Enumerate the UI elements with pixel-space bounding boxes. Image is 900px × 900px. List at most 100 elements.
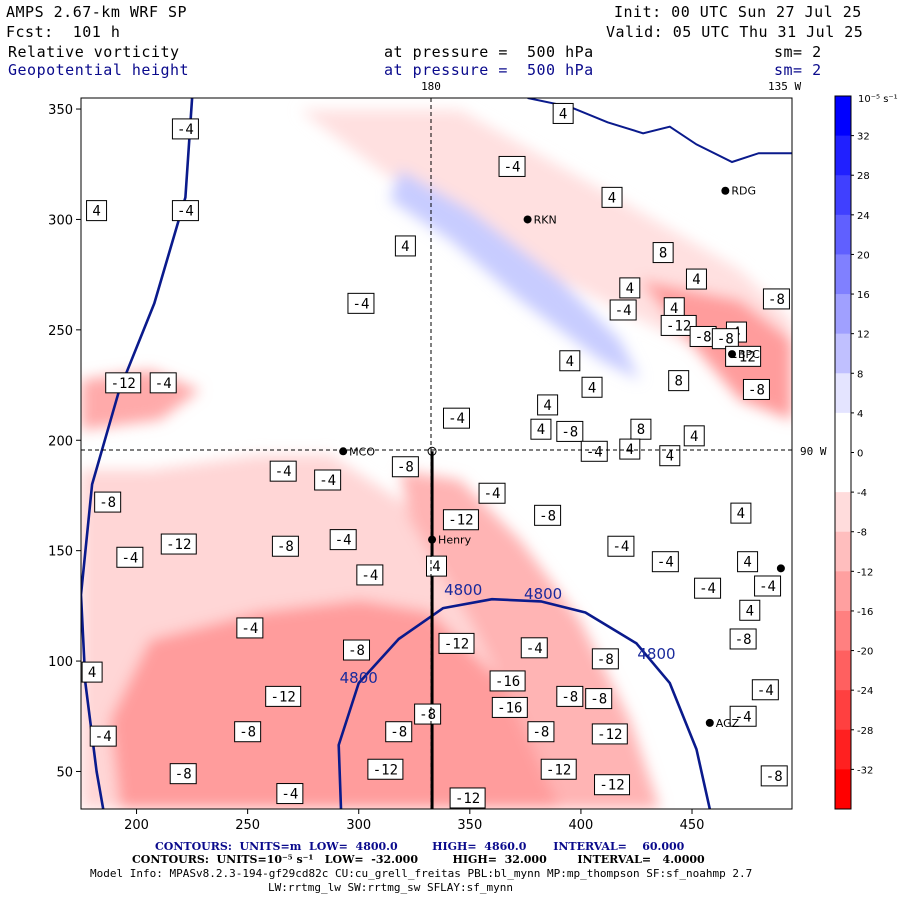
field1-level: at pressure = 500 hPa <box>384 43 594 61</box>
x-tick-label-250: 250 <box>235 818 260 833</box>
vorticity-label-41: -8 <box>277 539 294 555</box>
vorticity-label-53: 4 <box>746 603 754 619</box>
vorticity-label-box-58 <box>520 637 548 659</box>
colorbar-tick-label-14: -20 <box>857 647 873 658</box>
vorticity-label-box-24 <box>630 418 652 440</box>
vorticity-label-71: -8 <box>532 725 549 741</box>
station-marker-4 <box>523 215 532 224</box>
vorticity-label-44: -12 <box>166 537 191 553</box>
vorticity-label-box-57 <box>438 632 475 654</box>
y-tick-label-250: 250 <box>48 324 73 339</box>
colorbar-segment-4 <box>835 214 851 255</box>
vorticity-label-box-5 <box>347 292 375 314</box>
vorticity-label-24: 8 <box>637 422 645 438</box>
vorticity-label-box-52 <box>737 551 759 573</box>
vorticity-label-box-25 <box>659 445 681 467</box>
vorticity-label-box-19 <box>668 370 690 392</box>
colorbar-tick-label-4: 20 <box>857 250 870 261</box>
colorbar-segment-13 <box>835 571 851 612</box>
vorticity-label-box-72 <box>591 723 628 745</box>
height-contour-2 <box>337 597 712 809</box>
colorbar-segment-3 <box>835 175 851 216</box>
field1-name: Relative vorticity <box>8 43 180 61</box>
vorticity-label-2: 4 <box>92 204 100 220</box>
station-marker-7 <box>776 564 785 573</box>
model-info-physics: LW:rrtmg_lw SW:rrtmg_sw SFLAY:sf_mynn <box>268 881 514 894</box>
vorticity-label-33: -4 <box>586 444 603 460</box>
vorticity-label-57: -12 <box>444 636 469 652</box>
vorticity-label-box-76 <box>367 758 404 780</box>
colorbar-segment-11 <box>835 492 851 533</box>
vorticity-label-7: -4 <box>155 376 172 392</box>
meridian-label: 180 <box>421 80 441 93</box>
coastline <box>527 98 792 164</box>
colorbar-segment-14 <box>835 610 851 652</box>
vorticity-label-box-71 <box>527 721 555 743</box>
colorbar-segment-7 <box>835 333 851 374</box>
colorbar-tick-label-5: 16 <box>857 290 870 301</box>
vorticity-label-box-3 <box>171 200 199 222</box>
vorticity-label-48: -4 <box>612 539 629 555</box>
station-marker-5 <box>728 350 737 359</box>
colorbar-tick-label-11: -8 <box>857 528 867 539</box>
height-contour-label-3: 4800 <box>637 645 675 663</box>
vorticity-label-25: 4 <box>666 449 674 465</box>
vorticity-label-box-33 <box>580 440 608 462</box>
field2-name: Geopotential height <box>8 61 190 79</box>
vorticity-label-13: 4 <box>670 301 678 317</box>
vorticity-label-box-66 <box>81 661 103 683</box>
vorticity-label-box-51 <box>730 502 752 524</box>
colorbar-segment-9 <box>835 412 851 453</box>
vorticity-label-80: -4 <box>281 787 298 803</box>
vorticity-label-box-36 <box>269 460 297 482</box>
colorbar-tick-label-3: 24 <box>857 211 870 222</box>
vorticity-label-box-43 <box>94 491 122 513</box>
vorticity-label-9: -4 <box>504 159 521 175</box>
vorticity-label-49: -4 <box>657 555 674 571</box>
vorticity-label-40: -8 <box>539 508 556 524</box>
vorticity-label-68: -8 <box>419 707 436 723</box>
vorticity-label-17: -8 <box>695 329 712 345</box>
vorticity-label-box-14 <box>685 268 707 290</box>
vorticity-label-79: -8 <box>766 769 783 785</box>
height-contour-info: CONTOURS: UNITS=m LOW= 4800.0 HIGH= 4860… <box>155 840 685 853</box>
station-label-2: MCO <box>349 445 375 458</box>
vorticity-label-box-68 <box>414 703 442 725</box>
colorbar-tick-label-16: -28 <box>857 726 873 737</box>
vorticity-label-box-35 <box>314 469 342 491</box>
vorticity-label-box-79 <box>760 765 788 787</box>
y-tick-label-150: 150 <box>48 545 73 560</box>
vorticity-label-box-48 <box>607 535 635 557</box>
vorticity-label-75: -8 <box>175 767 192 783</box>
vorticity-label-box-77 <box>540 758 577 780</box>
vorticity-label-box-39 <box>442 509 479 531</box>
colorbar-segment-18 <box>835 769 851 810</box>
vorticity-label-1: -4 <box>177 122 194 138</box>
vorticity-label-box-37 <box>391 456 419 478</box>
height-contour-label-2: 4800 <box>524 585 562 603</box>
station-label-1: Henry <box>438 534 472 547</box>
vorticity-label-box-11 <box>619 277 641 299</box>
vorticity-label-69: -8 <box>239 725 256 741</box>
parallel-label: 90 W <box>800 445 827 458</box>
station-marker-3 <box>721 186 730 195</box>
vorticity-label-4: 4 <box>401 239 409 255</box>
transect-end-marker <box>427 446 437 456</box>
positive-vorticity-zone <box>390 170 640 380</box>
vorticity-label-59: -16 <box>495 674 520 690</box>
vorticity-label-box-59 <box>489 670 526 692</box>
vorticity-label-box-45 <box>116 546 144 568</box>
vorticity-label-78: -12 <box>599 778 624 794</box>
vorticity-label-box-18 <box>609 299 637 321</box>
model-title: AMPS 2.67-km WRF SP <box>6 3 188 21</box>
vorticity-label-box-7 <box>149 372 177 394</box>
vorticity-label-38: -4 <box>484 486 501 502</box>
vorticity-label-20: 4 <box>566 354 574 370</box>
vorticity-label-box-65 <box>751 679 779 701</box>
vorticity-label-31: -8 <box>561 424 578 440</box>
vorticity-label-81: -12 <box>455 791 480 807</box>
vorticity-label-box-54 <box>754 575 782 597</box>
colorbar-tick-label-1: 32 <box>857 132 870 143</box>
field1-smoothing: sm= 2 <box>774 43 822 61</box>
